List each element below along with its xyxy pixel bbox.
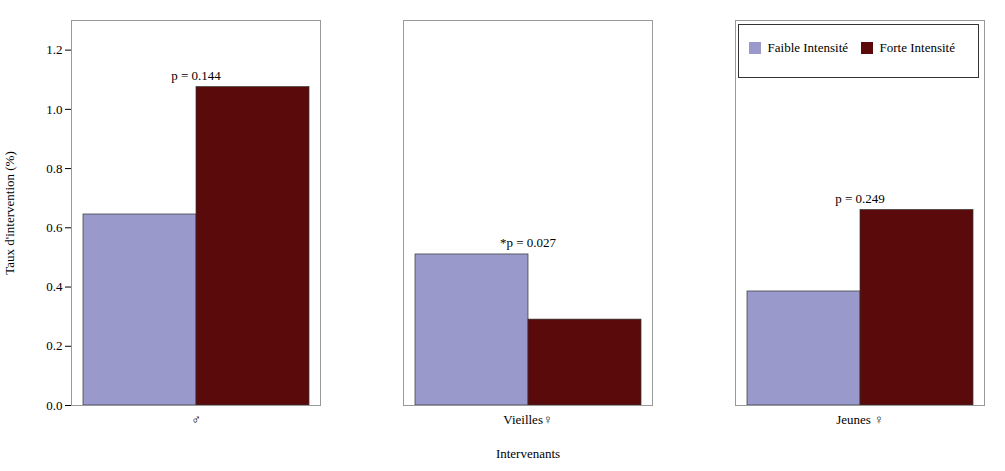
- html-text:Forte Intensité: Forte Intensité: [879, 39, 955, 55]
- html-text:Faible Intensité: Faible Intensité: [767, 39, 848, 55]
- svg-text:0.6: 0.6: [46, 220, 63, 235]
- svg-text:1.2: 1.2: [46, 42, 62, 57]
- svg-text:♂: ♂: [191, 412, 201, 427]
- svg-text:1.0: 1.0: [46, 102, 62, 117]
- svg-text:0.0: 0.0: [46, 398, 62, 413]
- svg-text:0.8: 0.8: [46, 161, 62, 176]
- svg-text:0.2: 0.2: [46, 338, 62, 353]
- svg-text:p = 0.249: p = 0.249: [835, 191, 885, 206]
- svg-text:0.4: 0.4: [46, 279, 63, 294]
- svg-text:*p = 0.027: *p = 0.027: [500, 235, 557, 250]
- svg-text:Jeunes ♀: Jeunes ♀: [836, 412, 884, 427]
- svg-text:p = 0.144: p = 0.144: [171, 68, 221, 83]
- svg-text:Intervenants: Intervenants: [496, 446, 560, 461]
- svg-text:Vieilles♀: Vieilles♀: [503, 412, 552, 427]
- svg-text:Taux d'intervention (%): Taux d'intervention (%): [2, 151, 17, 274]
